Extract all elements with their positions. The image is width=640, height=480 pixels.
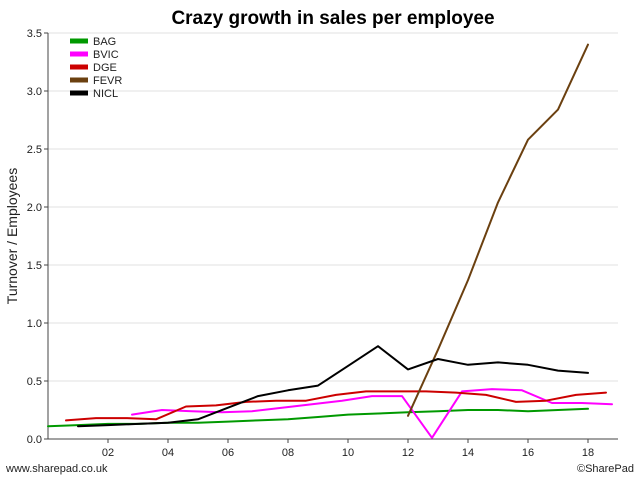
series-line-nicl (77, 345, 589, 428)
series-lines (47, 43, 613, 439)
legend-label-dge: DGE (93, 62, 117, 74)
legend-label-bvic: BVIC (93, 49, 119, 61)
legend-swatch-nicl (70, 90, 88, 96)
x-tick-label: 02 (102, 447, 114, 459)
series-line-fevr (407, 43, 589, 417)
x-tick-label: 14 (462, 447, 474, 459)
x-tick-label: 08 (282, 447, 294, 459)
y-tick-label: 0.0 (27, 434, 42, 446)
y-tick-label: 3.0 (27, 86, 42, 98)
x-tick-label: 04 (162, 447, 174, 459)
legend-swatch-fevr (70, 77, 88, 83)
y-axis-ticks: 0.0 0.5 1.0 1.5 2.0 2.5 3.0 3.5 (27, 28, 48, 446)
x-axis-ticks: 02 04 06 08 10 12 14 16 18 (102, 439, 594, 459)
legend-label-nicl: NICL (93, 88, 118, 100)
grid-lines (48, 32, 618, 382)
x-tick-label: 06 (222, 447, 234, 459)
x-tick-label: 16 (522, 447, 534, 459)
footer-website: www.sharepad.co.uk (5, 463, 108, 475)
legend-swatch-bvic (70, 51, 88, 57)
legend-swatch-dge (70, 64, 88, 70)
chart-title: Crazy growth in sales per employee (171, 8, 494, 29)
y-tick-label: 2.5 (27, 144, 42, 156)
footer-copyright: ©SharePad (577, 463, 634, 475)
y-axis-label: Turnover / Employees (4, 168, 20, 304)
x-tick-label: 18 (582, 447, 594, 459)
x-tick-label: 12 (402, 447, 414, 459)
legend-label-fevr: FEVR (93, 75, 122, 87)
legend-swatch-bag (70, 38, 88, 44)
y-tick-label: 1.0 (27, 318, 42, 330)
series-line-dge (65, 390, 607, 422)
y-tick-label: 1.5 (27, 260, 42, 272)
legend-label-bag: BAG (93, 36, 116, 48)
x-tick-label: 10 (342, 447, 354, 459)
y-tick-label: 0.5 (27, 376, 42, 388)
y-tick-label: 3.5 (27, 28, 42, 40)
y-tick-label: 2.0 (27, 202, 42, 214)
series-line-bvic (131, 388, 613, 439)
